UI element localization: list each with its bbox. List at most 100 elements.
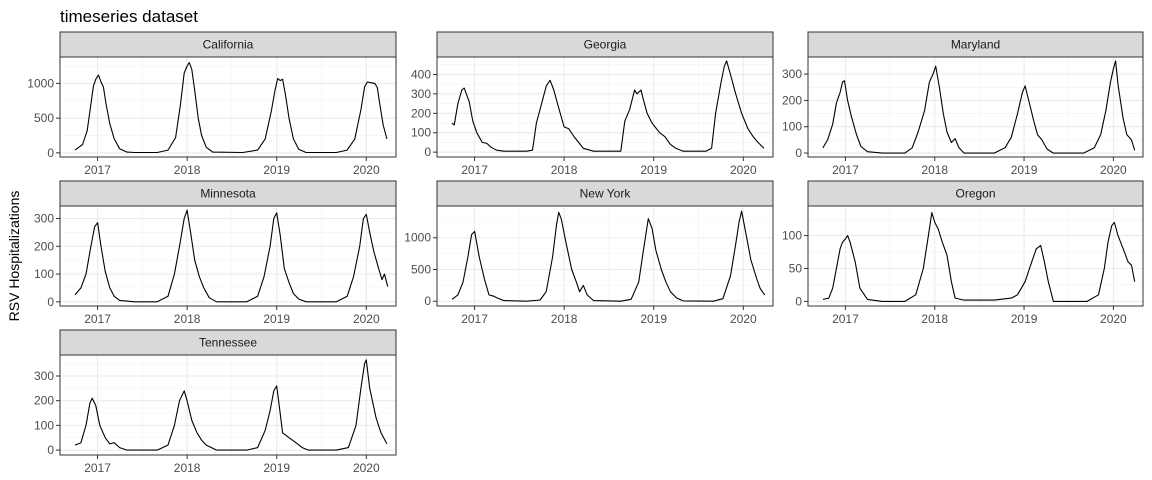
chart-title: timeseries dataset [60, 7, 198, 26]
y-tick-label-tennessee-100: 100 [34, 418, 54, 432]
facet-oregon: Oregon 0 50 100 2017 2018 2019 2020 [782, 180, 1144, 326]
x-tick-label-georgia-2020: 2020 [730, 163, 757, 177]
panel-border-oregon [807, 205, 1144, 307]
x-tick-label-new-york-2017: 2017 [461, 312, 488, 326]
facet-strip-label-georgia: Georgia [584, 38, 627, 52]
x-tick-label-oregon-2018: 2018 [921, 312, 948, 326]
x-tick-label-maryland-2018: 2018 [921, 163, 948, 177]
y-tick-label-new-york-1000: 1000 [404, 231, 431, 245]
series-line-new-york [451, 210, 766, 302]
facet-georgia: Georgia 0 100 200 300 400 2017 2018 2019 2020 [411, 31, 774, 177]
x-tick-label-new-york-2019: 2019 [640, 312, 667, 326]
facet-strip-tennessee [59, 329, 397, 356]
facet-strip-new-york [436, 180, 774, 207]
x-tick-label-tennessee-2018: 2018 [174, 461, 201, 475]
x-tick-label-minnesota-2019: 2019 [263, 312, 290, 326]
x-tick-label-new-york-2018: 2018 [551, 312, 578, 326]
x-tick-label-oregon-2020: 2020 [1100, 312, 1127, 326]
y-tick-label-georgia-300: 300 [411, 87, 431, 101]
y-tick-label-new-york-500: 500 [411, 262, 431, 276]
y-axis-label: RSV Hospitalizations [6, 191, 22, 322]
y-tick-label-new-york-0: 0 [424, 294, 431, 308]
x-tick-label-tennessee-2020: 2020 [353, 461, 380, 475]
panel-border-maryland [807, 56, 1144, 158]
series-line-oregon [822, 212, 1136, 302]
y-tick-label-california-1000: 1000 [27, 76, 54, 90]
x-tick-label-minnesota-2020: 2020 [353, 312, 380, 326]
facet-strip-label-oregon: Oregon [955, 187, 995, 201]
facet-strip-minnesota [59, 180, 397, 207]
y-tick-label-tennessee-0: 0 [47, 443, 54, 457]
y-tick-label-oregon-50: 50 [789, 262, 803, 276]
plot-area-new-york [437, 206, 773, 306]
x-tick-label-maryland-2020: 2020 [1100, 163, 1127, 177]
plot-area-tennessee [60, 355, 396, 455]
y-tick-label-georgia-0: 0 [424, 145, 431, 159]
y-tick-label-minnesota-200: 200 [34, 239, 54, 253]
facet-new-york: New York 0 500 1000 2017 2018 2019 2020 [404, 180, 774, 326]
facet-strip-label-new-york: New York [580, 187, 632, 201]
y-tick-label-california-0: 0 [47, 146, 54, 160]
series-line-maryland [822, 60, 1136, 154]
panel-border-new-york [436, 205, 774, 307]
plot-area-minnesota [60, 206, 396, 306]
x-tick-label-california-2018: 2018 [174, 163, 201, 177]
x-tick-label-georgia-2017: 2017 [461, 163, 488, 177]
x-tick-label-maryland-2019: 2019 [1011, 163, 1038, 177]
y-tick-label-maryland-100: 100 [782, 120, 802, 134]
grid-tennessee [60, 355, 396, 455]
y-tick-label-minnesota-0: 0 [47, 295, 54, 309]
x-tick-label-tennessee-2017: 2017 [84, 461, 111, 475]
x-tick-label-new-york-2020: 2020 [730, 312, 757, 326]
facet-strip-label-minnesota: Minnesota [200, 187, 256, 201]
x-tick-label-georgia-2018: 2018 [551, 163, 578, 177]
series-line-tennessee [74, 359, 388, 451]
y-tick-label-oregon-0: 0 [795, 294, 802, 308]
y-tick-label-georgia-200: 200 [411, 106, 431, 120]
plot-area-california [60, 57, 396, 157]
plot-area-maryland [808, 57, 1143, 157]
y-tick-label-minnesota-100: 100 [34, 267, 54, 281]
x-tick-label-oregon-2017: 2017 [832, 312, 859, 326]
y-tick-label-oregon-100: 100 [782, 229, 802, 243]
facet-strip-label-maryland: Maryland [951, 38, 1000, 52]
series-line-georgia [451, 60, 765, 152]
plot-area-oregon [808, 206, 1143, 306]
facet-minnesota: Minnesota 0 100 200 300 2017 2018 2019 2020 [34, 180, 397, 326]
y-tick-label-georgia-100: 100 [411, 126, 431, 140]
facet-strip-california [59, 31, 397, 58]
y-tick-label-minnesota-300: 300 [34, 212, 54, 226]
y-tick-label-maryland-0: 0 [795, 146, 802, 160]
series-line-california [74, 62, 388, 154]
y-tick-label-georgia-400: 400 [411, 67, 431, 81]
x-tick-label-minnesota-2017: 2017 [84, 312, 111, 326]
facet-strip-label-california: California [203, 38, 254, 52]
panel-border-tennessee [59, 354, 397, 456]
y-tick-label-california-500: 500 [34, 111, 54, 125]
panel-border-georgia [436, 56, 774, 158]
x-tick-label-oregon-2019: 2019 [1011, 312, 1038, 326]
y-tick-label-maryland-200: 200 [782, 93, 802, 107]
facet-maryland: Maryland 0 100 200 300 2017 2018 2019 2020 [782, 31, 1144, 177]
grid-minnesota [60, 206, 396, 306]
x-tick-label-minnesota-2018: 2018 [174, 312, 201, 326]
series-line-minnesota [74, 209, 389, 303]
x-tick-label-california-2019: 2019 [263, 163, 290, 177]
x-tick-label-tennessee-2019: 2019 [263, 461, 290, 475]
y-tick-label-tennessee-200: 200 [34, 394, 54, 408]
facet-strip-georgia [436, 31, 774, 58]
y-tick-label-maryland-300: 300 [782, 67, 802, 81]
x-tick-label-california-2017: 2017 [84, 163, 111, 177]
facet-strip-maryland [807, 31, 1144, 58]
facet-tennessee: Tennessee 0 100 200 300 2017 2018 2019 2020 [34, 329, 397, 475]
y-tick-label-tennessee-300: 300 [34, 369, 54, 383]
x-tick-label-maryland-2017: 2017 [832, 163, 859, 177]
facet-california: California 0 500 1000 2017 2018 2019 2020 [27, 31, 397, 177]
panel-border-california [59, 56, 397, 158]
x-tick-label-california-2020: 2020 [353, 163, 380, 177]
facet-strip-label-tennessee: Tennessee [199, 336, 257, 350]
x-tick-label-georgia-2019: 2019 [640, 163, 667, 177]
grid-georgia [437, 57, 773, 157]
